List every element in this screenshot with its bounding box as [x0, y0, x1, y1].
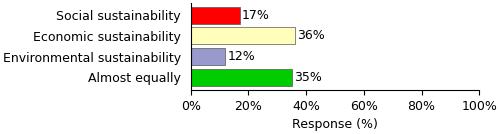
Text: 35%: 35%	[294, 71, 322, 84]
Bar	[190, 7, 240, 24]
Text: 12%: 12%	[228, 50, 256, 63]
Text: 36%: 36%	[297, 29, 324, 42]
Bar	[190, 48, 226, 65]
X-axis label: Response (%): Response (%)	[292, 118, 378, 131]
Bar	[190, 69, 292, 86]
Text: 17%: 17%	[242, 9, 270, 22]
Bar	[190, 27, 294, 44]
